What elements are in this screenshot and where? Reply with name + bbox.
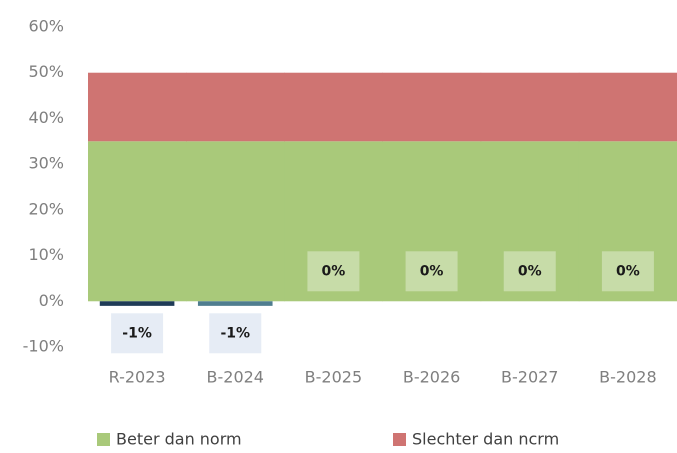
- value-label-box: [503, 251, 556, 292]
- area-segment: [88, 141, 187, 302]
- legend-swatch: [393, 433, 406, 446]
- value-label: -1%: [220, 325, 250, 341]
- y-tick-label: 50%: [28, 62, 64, 81]
- x-tick-label: B-2027: [501, 368, 558, 387]
- area-segment: [284, 141, 383, 302]
- area-segment: [578, 72, 677, 142]
- x-tick-label: B-2024: [207, 368, 264, 387]
- value-label-box: [111, 313, 164, 354]
- legend-swatch: [97, 433, 110, 446]
- value-label-box: [601, 251, 654, 292]
- bar: [99, 301, 175, 306]
- x-tick-label: R-2023: [109, 368, 166, 387]
- y-tick-label: 40%: [28, 108, 64, 127]
- value-label-box: [307, 251, 360, 292]
- area-segment: [382, 72, 482, 142]
- area-segment: [578, 141, 677, 302]
- area-segment: [186, 141, 285, 302]
- value-label: -1%: [122, 325, 152, 341]
- bar: [197, 301, 273, 306]
- y-tick-label: 60%: [28, 17, 64, 36]
- area-segment: [480, 72, 580, 142]
- value-label: 0%: [518, 263, 542, 279]
- area-segment: [480, 141, 580, 302]
- legend-label: Beter dan norm: [116, 430, 242, 449]
- x-tick-label: B-2028: [599, 368, 656, 387]
- value-label: 0%: [420, 263, 444, 279]
- y-tick-label: -10%: [23, 337, 64, 356]
- y-tick-label: 10%: [28, 245, 64, 264]
- value-label-box: [405, 251, 458, 292]
- area-segment: [382, 141, 482, 302]
- y-tick-label: 30%: [28, 154, 64, 173]
- y-tick-label: 0%: [39, 291, 64, 310]
- value-label-box: [209, 313, 262, 354]
- x-tick-label: B-2026: [403, 368, 460, 387]
- x-tick-label: B-2025: [305, 368, 362, 387]
- value-label: 0%: [322, 263, 346, 279]
- area-segment: [186, 72, 285, 142]
- y-tick-label: 20%: [28, 199, 64, 218]
- area-segment: [284, 72, 383, 142]
- legend-label: Slechter dan ncrm: [412, 430, 559, 449]
- value-label: 0%: [616, 263, 640, 279]
- area-segment: [88, 72, 187, 142]
